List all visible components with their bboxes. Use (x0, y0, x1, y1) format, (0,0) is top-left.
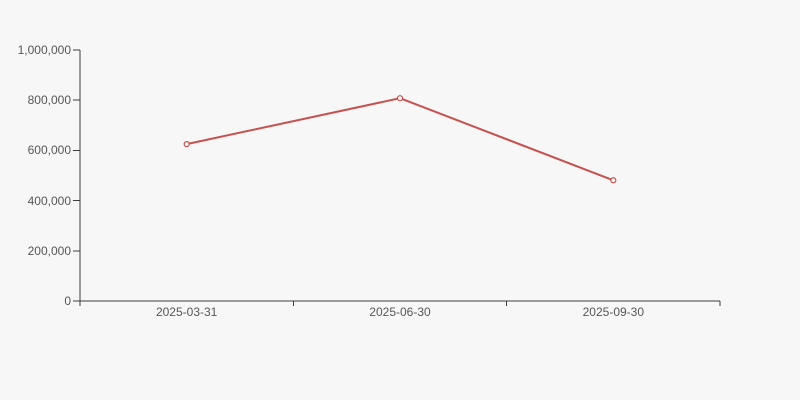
x-axis-tick-label: 2025-06-30 (369, 305, 431, 319)
data-point-marker (610, 177, 617, 184)
axis-lines (79, 50, 720, 302)
x-axis-tick-label: 2025-03-31 (155, 305, 218, 319)
series-line (186, 97, 614, 182)
y-axis-tick-label: 400,000 (27, 193, 71, 208)
x-axis-tick-label: 2025-09-30 (582, 305, 645, 319)
y-axis-tick-label: 800,000 (27, 93, 71, 108)
y-axis-tick-label: 600,000 (27, 143, 71, 158)
y-axis-tick-label: 200,000 (27, 243, 71, 258)
data-point-marker (183, 141, 190, 148)
data-point-marker (396, 95, 404, 102)
y-axis-tick-label: 0 (64, 294, 71, 308)
y-axis-tick-label: 1,000,000 (17, 43, 71, 57)
